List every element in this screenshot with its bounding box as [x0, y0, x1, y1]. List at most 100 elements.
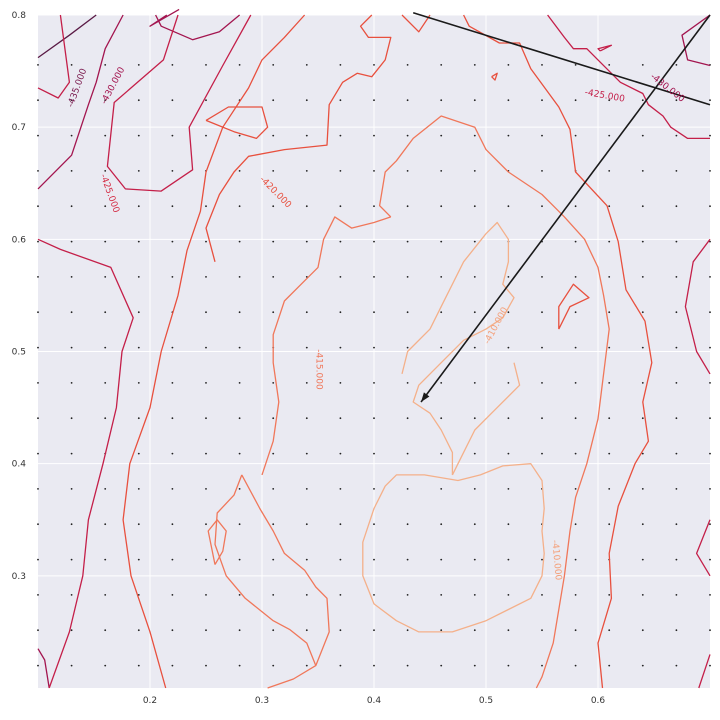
sample-point — [675, 452, 678, 455]
sample-point — [574, 205, 577, 208]
sample-point — [608, 311, 611, 314]
sample-point — [574, 594, 577, 596]
contour-line — [451, 362, 521, 476]
contour-line — [684, 238, 711, 375]
sample-point — [70, 594, 73, 596]
sample-point — [37, 170, 39, 172]
sample-point — [305, 594, 308, 596]
sample-point — [104, 594, 107, 596]
sample-point — [574, 488, 577, 490]
x-tick-label: 0.5 — [479, 696, 493, 706]
sample-point — [137, 629, 140, 632]
sample-point — [137, 594, 140, 596]
sample-point — [507, 64, 510, 66]
sample-point — [641, 664, 644, 667]
sample-point — [608, 664, 611, 667]
sample-point — [70, 382, 73, 384]
y-tick-label: 0.3 — [12, 572, 26, 582]
sample-point — [305, 382, 308, 384]
sample-point — [507, 452, 510, 455]
contour-line — [362, 463, 545, 633]
sample-point — [541, 452, 543, 455]
sample-point — [137, 205, 140, 208]
sample-point — [709, 452, 711, 455]
sample-point — [70, 488, 73, 490]
sample-point — [608, 452, 611, 455]
sample-point — [171, 205, 174, 208]
sample-point — [104, 558, 107, 561]
sample-point — [541, 205, 543, 208]
sample-point — [641, 134, 644, 137]
sample-point — [406, 311, 409, 314]
sample-point — [238, 452, 241, 455]
sample-point — [137, 488, 140, 490]
sample-point — [205, 594, 207, 596]
sample-point — [104, 170, 107, 172]
sample-point — [137, 664, 140, 667]
sample-point — [272, 311, 275, 314]
sample-point — [339, 276, 342, 278]
sample-point — [339, 99, 342, 102]
sample-point — [641, 205, 644, 208]
sample-point — [171, 488, 174, 490]
sample-point — [70, 452, 73, 455]
x-tick-label: 0.3 — [255, 696, 269, 706]
sample-point — [205, 558, 207, 561]
sample-point — [406, 134, 409, 137]
contour-line — [37, 14, 97, 59]
sample-point — [440, 134, 443, 137]
sample-point — [440, 240, 443, 243]
sample-point — [709, 488, 711, 490]
sample-point — [541, 558, 543, 561]
sample-point — [339, 346, 342, 349]
sample-point — [473, 523, 476, 526]
sample-point — [574, 558, 577, 561]
sample-point — [473, 276, 476, 278]
sample-point — [137, 311, 140, 314]
sample-point — [675, 346, 678, 349]
sample-point — [608, 523, 611, 526]
sample-point — [272, 382, 275, 384]
contour-line — [149, 8, 180, 27]
sample-point — [675, 488, 678, 490]
sample-point — [272, 629, 275, 632]
sample-point — [473, 452, 476, 455]
sample-point — [305, 64, 308, 66]
sample-point — [205, 452, 207, 455]
sample-point — [608, 346, 611, 349]
sample-point — [272, 452, 275, 455]
sample-point — [137, 523, 140, 526]
sample-point — [171, 276, 174, 278]
sample-point — [675, 64, 678, 66]
sample-point — [171, 452, 174, 455]
sample-point — [339, 664, 342, 667]
sample-point — [507, 382, 510, 384]
sample-point — [238, 523, 241, 526]
sample-point — [205, 64, 207, 66]
sample-point — [37, 558, 39, 561]
sample-point — [507, 594, 510, 596]
contour-line — [463, 14, 653, 689]
sample-point — [574, 417, 577, 420]
sample-point — [608, 629, 611, 632]
sample-point — [675, 523, 678, 526]
sample-point — [70, 558, 73, 561]
sample-point — [675, 99, 678, 102]
sample-point — [171, 629, 174, 632]
sample-point — [373, 594, 375, 596]
arrows — [412, 11, 711, 403]
sample-point — [70, 629, 73, 632]
arrow-line — [420, 14, 711, 403]
sample-point — [70, 311, 73, 314]
sample-point — [37, 240, 39, 243]
sample-point — [205, 205, 207, 208]
sample-point — [406, 276, 409, 278]
sample-point — [641, 452, 644, 455]
sample-point — [608, 205, 611, 208]
sample-point — [205, 417, 207, 420]
y-tick-label: 0.6 — [12, 235, 27, 245]
contour-line — [401, 233, 487, 375]
sample-point — [305, 134, 308, 137]
sample-point — [104, 346, 107, 349]
sample-point — [541, 664, 543, 667]
